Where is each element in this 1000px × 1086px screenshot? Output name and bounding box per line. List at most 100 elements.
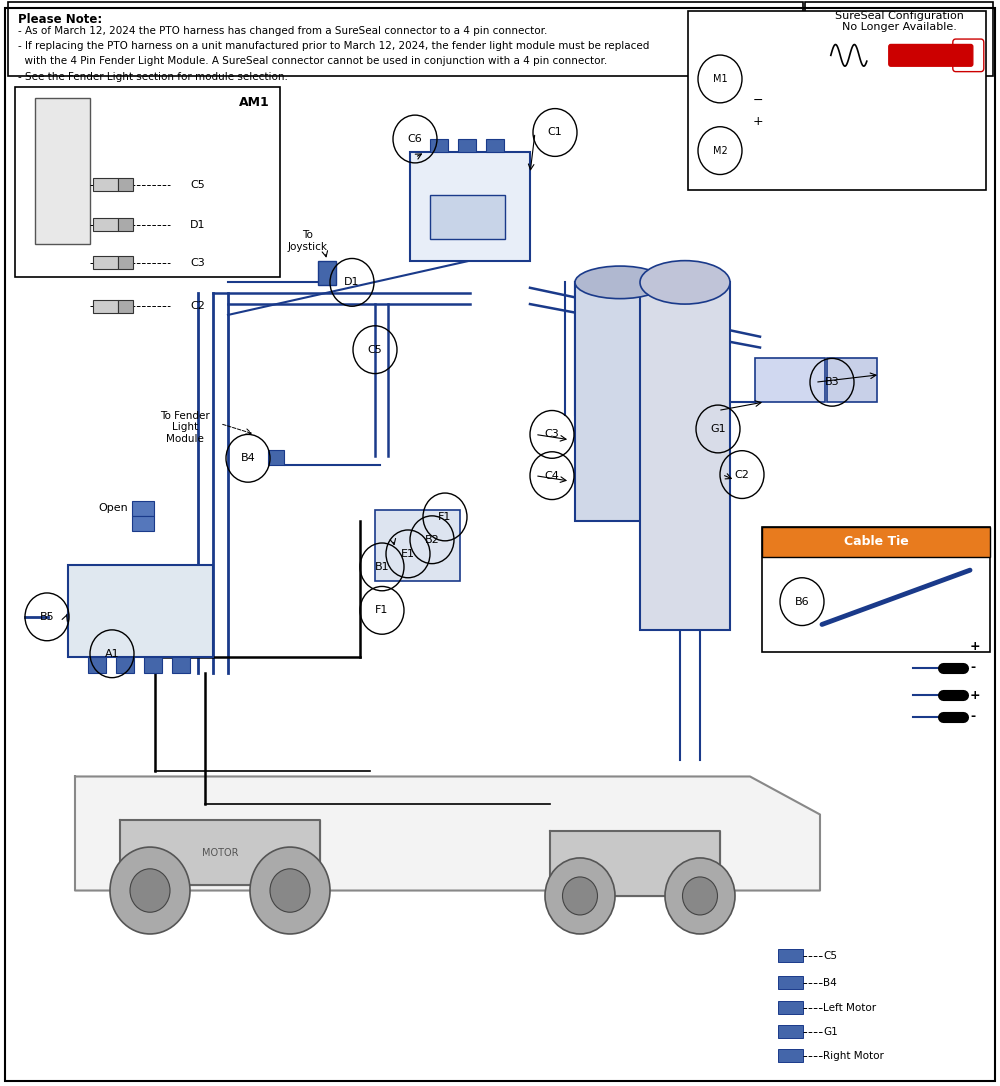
FancyBboxPatch shape xyxy=(889,45,973,66)
Polygon shape xyxy=(550,831,720,896)
Bar xyxy=(778,1025,803,1038)
Bar xyxy=(805,2,993,76)
Bar xyxy=(430,195,505,239)
Text: C4: C4 xyxy=(545,470,559,481)
Bar xyxy=(375,510,460,581)
Bar xyxy=(118,178,133,191)
Text: −: − xyxy=(753,94,763,106)
Bar xyxy=(688,11,986,190)
Bar xyxy=(430,139,448,152)
Text: M2: M2 xyxy=(713,146,727,155)
Text: Open: Open xyxy=(98,503,128,514)
Text: D1: D1 xyxy=(190,219,206,230)
Bar xyxy=(8,2,803,76)
Bar xyxy=(755,358,825,402)
Text: D1: D1 xyxy=(344,277,360,288)
Circle shape xyxy=(562,877,598,914)
Circle shape xyxy=(545,858,615,934)
Polygon shape xyxy=(120,820,320,885)
Text: B4: B4 xyxy=(823,977,837,988)
Text: B2: B2 xyxy=(425,534,439,545)
Bar xyxy=(15,87,280,277)
Text: -: - xyxy=(970,661,975,674)
Bar xyxy=(93,218,118,231)
Text: E1: E1 xyxy=(401,548,415,559)
Text: +: + xyxy=(970,640,981,653)
Bar xyxy=(144,657,162,673)
Text: -: - xyxy=(970,710,975,723)
Bar xyxy=(458,139,476,152)
Bar xyxy=(640,282,730,630)
Text: B4: B4 xyxy=(241,453,255,464)
Bar xyxy=(575,282,665,521)
Text: with the 4 Pin Fender Light Module. A SureSeal connector cannot be used in conju: with the 4 Pin Fender Light Module. A Su… xyxy=(18,56,607,66)
Bar xyxy=(318,261,336,285)
Text: +: + xyxy=(753,115,763,128)
Bar xyxy=(778,1049,803,1062)
Text: C5: C5 xyxy=(368,344,382,355)
Text: C3: C3 xyxy=(545,429,559,440)
Bar xyxy=(68,565,213,657)
Text: Please Note:: Please Note: xyxy=(18,13,102,26)
Circle shape xyxy=(665,858,735,934)
Bar xyxy=(827,358,877,402)
Text: C5: C5 xyxy=(823,950,837,961)
Bar xyxy=(268,450,284,465)
Text: G1: G1 xyxy=(823,1026,838,1037)
Text: C1: C1 xyxy=(548,127,562,138)
Bar xyxy=(118,300,133,313)
Bar xyxy=(778,976,803,989)
Text: SureSeal Configuration
No Longer Available.: SureSeal Configuration No Longer Availab… xyxy=(835,11,963,33)
Text: A1: A1 xyxy=(105,648,119,659)
Text: Left Motor: Left Motor xyxy=(823,1002,876,1013)
Bar xyxy=(93,178,118,191)
Text: M1: M1 xyxy=(713,74,727,84)
Text: B6: B6 xyxy=(795,596,809,607)
Text: +: + xyxy=(970,689,981,702)
Bar xyxy=(116,657,134,673)
Text: F1: F1 xyxy=(375,605,389,616)
Circle shape xyxy=(250,847,330,934)
Ellipse shape xyxy=(640,261,730,304)
Bar xyxy=(762,527,990,652)
Ellipse shape xyxy=(575,266,665,299)
Bar xyxy=(778,1001,803,1014)
Bar xyxy=(118,218,133,231)
Bar xyxy=(172,657,190,673)
Text: - If replacing the PTO harness on a unit manufactured prior to March 12, 2024, t: - If replacing the PTO harness on a unit… xyxy=(18,41,649,51)
Bar xyxy=(88,657,106,673)
Text: F1: F1 xyxy=(438,512,452,522)
Bar xyxy=(93,256,118,269)
Text: C5: C5 xyxy=(190,179,205,190)
Bar xyxy=(132,516,154,531)
Text: - As of March 12, 2024 the PTO harness has changed from a SureSeal connector to : - As of March 12, 2024 the PTO harness h… xyxy=(18,26,547,36)
Text: AM1: AM1 xyxy=(239,96,270,109)
Text: B5: B5 xyxy=(40,611,54,622)
Bar xyxy=(35,98,90,244)
Circle shape xyxy=(110,847,190,934)
Text: Cable Tie: Cable Tie xyxy=(844,535,908,548)
Text: B1: B1 xyxy=(375,561,389,572)
Bar xyxy=(410,152,530,261)
Text: C2: C2 xyxy=(735,469,749,480)
Text: C2: C2 xyxy=(190,301,205,312)
Text: C6: C6 xyxy=(408,134,422,144)
Text: G1: G1 xyxy=(710,424,726,434)
Text: Right Motor: Right Motor xyxy=(823,1050,884,1061)
Text: To
Joystick: To Joystick xyxy=(288,230,328,252)
Bar xyxy=(118,256,133,269)
Text: C3: C3 xyxy=(190,257,205,268)
Bar xyxy=(778,949,803,962)
Circle shape xyxy=(270,869,310,912)
Bar xyxy=(486,139,504,152)
Bar xyxy=(132,501,154,516)
Text: To Fender
Light
Module: To Fender Light Module xyxy=(160,411,210,444)
Circle shape xyxy=(130,869,170,912)
Circle shape xyxy=(682,877,718,914)
Polygon shape xyxy=(75,776,820,891)
Text: MOTOR: MOTOR xyxy=(202,847,238,858)
Text: B3: B3 xyxy=(825,377,839,388)
Bar xyxy=(762,527,990,557)
Bar xyxy=(93,300,118,313)
Text: - See the Fender Light section for module selection.: - See the Fender Light section for modul… xyxy=(18,72,288,81)
